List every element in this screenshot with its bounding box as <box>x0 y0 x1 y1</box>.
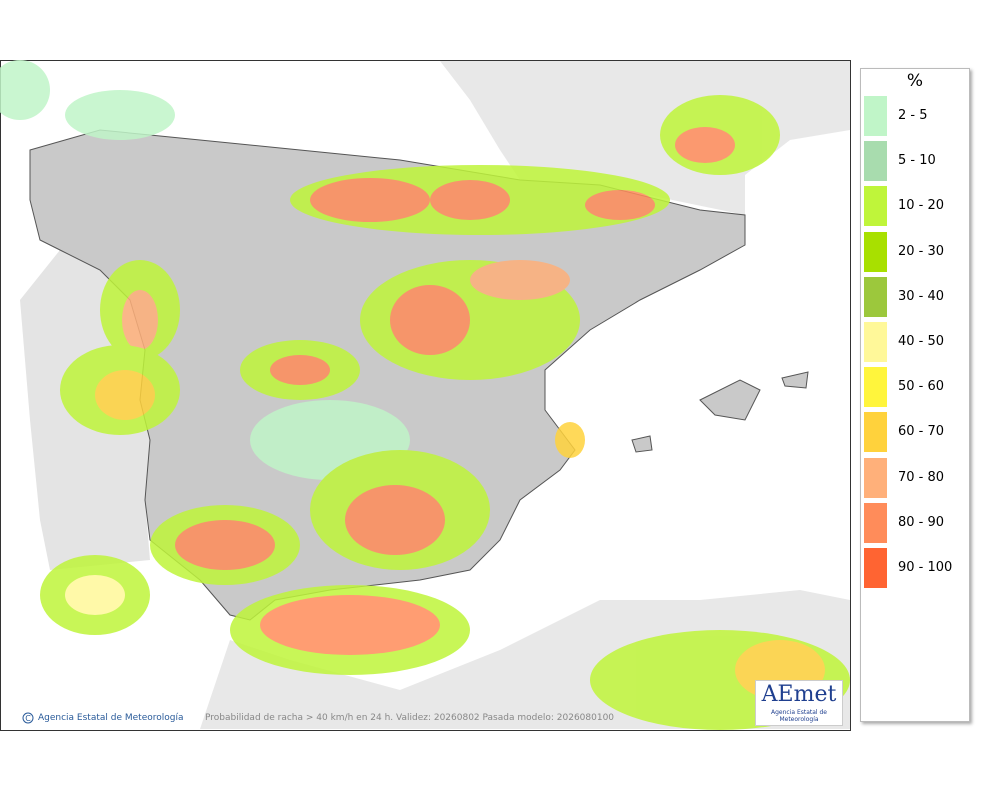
legend-label: 40 - 50 <box>898 334 945 349</box>
legend-label: 2 - 5 <box>898 108 928 123</box>
legend-item: 80 - 90 <box>864 502 964 543</box>
legend-swatch <box>864 457 887 498</box>
legend-label: 30 - 40 <box>898 288 945 304</box>
caption: Probabilidad de racha > 40 km/h en 24 h.… <box>205 713 615 723</box>
land <box>0 60 850 730</box>
logo-name: AEmet <box>761 682 837 707</box>
legend-label: 90 - 100 <box>898 560 953 575</box>
legend-swatch <box>864 231 887 272</box>
legend-swatch <box>864 96 887 136</box>
legend-label: 10 - 20 <box>898 198 945 214</box>
logo: AEmet Agencia Estatal de Meteorología <box>755 680 843 726</box>
legend-swatch <box>864 548 887 588</box>
legend-swatch <box>864 502 887 543</box>
legend-swatch <box>864 412 887 453</box>
legend-item: 90 - 100 <box>864 548 964 588</box>
legend-item: 30 - 40 <box>864 276 964 317</box>
legend-swatch <box>864 367 887 408</box>
mallorca <box>699 379 761 421</box>
legend-item: 5 - 10 <box>864 141 964 182</box>
legend-item: 40 - 50 <box>864 322 964 362</box>
legend-swatch <box>864 141 887 182</box>
credit: Agencia Estatal de Meteorología <box>38 713 184 723</box>
copyright-icon: C <box>22 712 34 724</box>
probability-areas <box>0 60 850 730</box>
map <box>0 60 851 731</box>
legend-label: 5 - 10 <box>898 153 936 169</box>
legend-swatch <box>864 186 887 227</box>
legend-label: 60 - 70 <box>898 424 945 440</box>
logo-subtitle: Agencia Estatal de Meteorología <box>770 709 827 723</box>
legend-label: 70 - 80 <box>898 469 945 485</box>
svg-text:C: C <box>25 714 31 723</box>
legend-swatch <box>864 276 887 317</box>
legend-item: 10 - 20 <box>864 186 964 227</box>
legend-item: 20 - 30 <box>864 231 964 272</box>
ibiza <box>631 435 653 453</box>
legend-item: 50 - 60 <box>864 367 964 408</box>
legend-label: 80 - 90 <box>898 514 945 530</box>
legend-item: 60 - 70 <box>864 412 964 453</box>
menorca <box>781 371 809 389</box>
legend-item: 70 - 80 <box>864 457 964 498</box>
legend: % 2 - 5 5 - 10 10 - 20 20 - 30 30 - 40 40 - 5… <box>860 68 970 722</box>
legend-item: 2 - 5 <box>864 96 964 136</box>
legend-label: 50 - 60 <box>898 379 945 395</box>
legend-label: 20 - 30 <box>898 243 945 259</box>
legend-title: % <box>906 71 924 91</box>
legend-swatch <box>864 322 887 362</box>
